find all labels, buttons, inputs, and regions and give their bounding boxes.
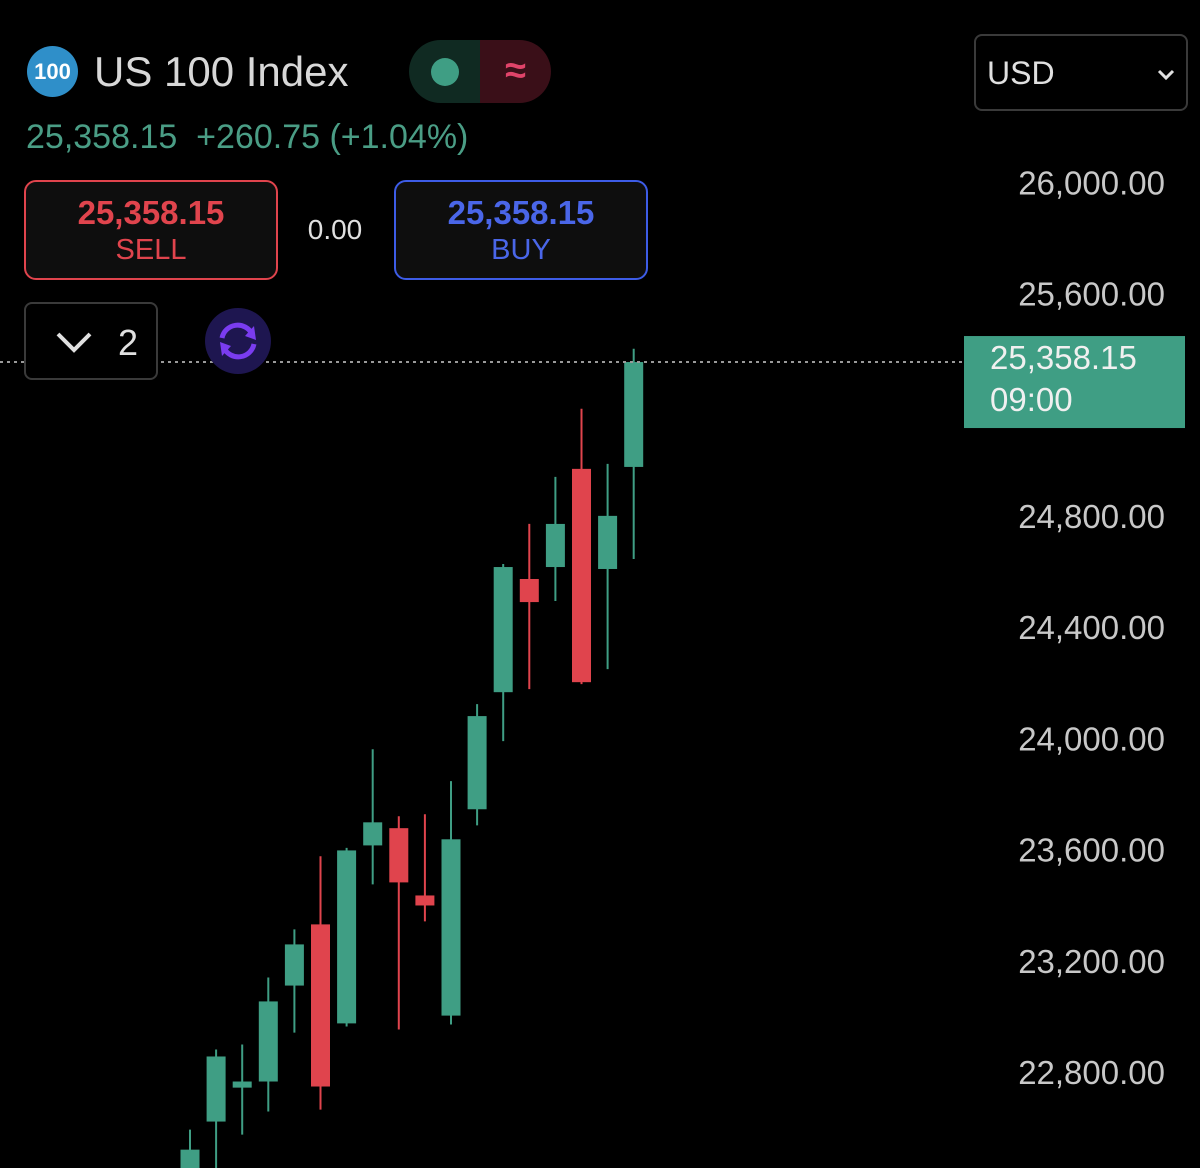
y-tick-label: 24,000.00: [1018, 720, 1165, 757]
spread: 0.00: [307, 214, 363, 245]
candle-body: [545, 523, 565, 568]
y-tick-label: 26,000.00: [1018, 164, 1165, 201]
y-tick-label: 24,400.00: [1018, 609, 1165, 646]
candle-body: [519, 578, 539, 603]
y-tick-label: 25,600.00: [1018, 275, 1165, 312]
candle-body: [206, 1056, 226, 1122]
symbol-title: US 100 Index: [94, 48, 349, 95]
chevron-icon: [56, 332, 92, 353]
candle-body: [415, 895, 435, 906]
y-tick-label: 23,600.00: [1018, 832, 1165, 869]
layers-dropdown[interactable]: 2: [24, 302, 158, 380]
candle-body: [389, 828, 409, 883]
currency: USD: [987, 55, 1055, 91]
price: 25,358.15: [26, 118, 178, 156]
y-tick-label: 22,800.00: [1018, 1054, 1165, 1091]
sell-price: 25,358.15: [77, 194, 225, 231]
market-open: [409, 40, 480, 103]
candle-body: [572, 468, 591, 683]
y-tick-label: 23,200.00: [1018, 943, 1165, 980]
status-pill[interactable]: ≈: [409, 40, 551, 103]
last-price-box: [964, 336, 1185, 429]
last-price-label: 25,358.15: [990, 339, 1137, 376]
candle-body: [337, 850, 357, 1024]
candle-body: [467, 716, 487, 810]
change: +260.75 (+1.04%): [196, 118, 469, 156]
status-dot: [430, 57, 459, 86]
buy-label: BUY: [491, 234, 551, 266]
currency-select[interactable]: USD: [974, 34, 1188, 111]
candle-body: [493, 567, 513, 693]
select-chevron: [1157, 69, 1175, 81]
candle-body: [258, 1001, 278, 1082]
candle-body: [180, 1149, 200, 1168]
candle-body: [363, 822, 383, 846]
buy-price: 25,358.15: [447, 194, 595, 231]
candle-body: [441, 839, 461, 1016]
candle-body: [598, 515, 618, 569]
last-price-time: 09:00: [990, 381, 1073, 418]
candle-body: [624, 362, 644, 467]
layers-count: 2: [118, 322, 139, 363]
candle-body: [232, 1081, 252, 1088]
buy-button[interactable]: 25,358.15 BUY: [394, 180, 648, 280]
price-line: 25,358.15 +260.75 (+1.04%): [26, 118, 468, 157]
sell-label: SELL: [115, 234, 187, 266]
symbol-badge: 100: [27, 46, 78, 97]
candle-body: [311, 924, 330, 1087]
refresh-button[interactable]: [205, 308, 271, 374]
candle-body: [284, 944, 304, 986]
sell-button[interactable]: 25,358.15 SELL: [24, 180, 278, 280]
volatility-icon: ≈: [480, 40, 551, 103]
y-tick-label: 24,800.00: [1018, 498, 1165, 535]
